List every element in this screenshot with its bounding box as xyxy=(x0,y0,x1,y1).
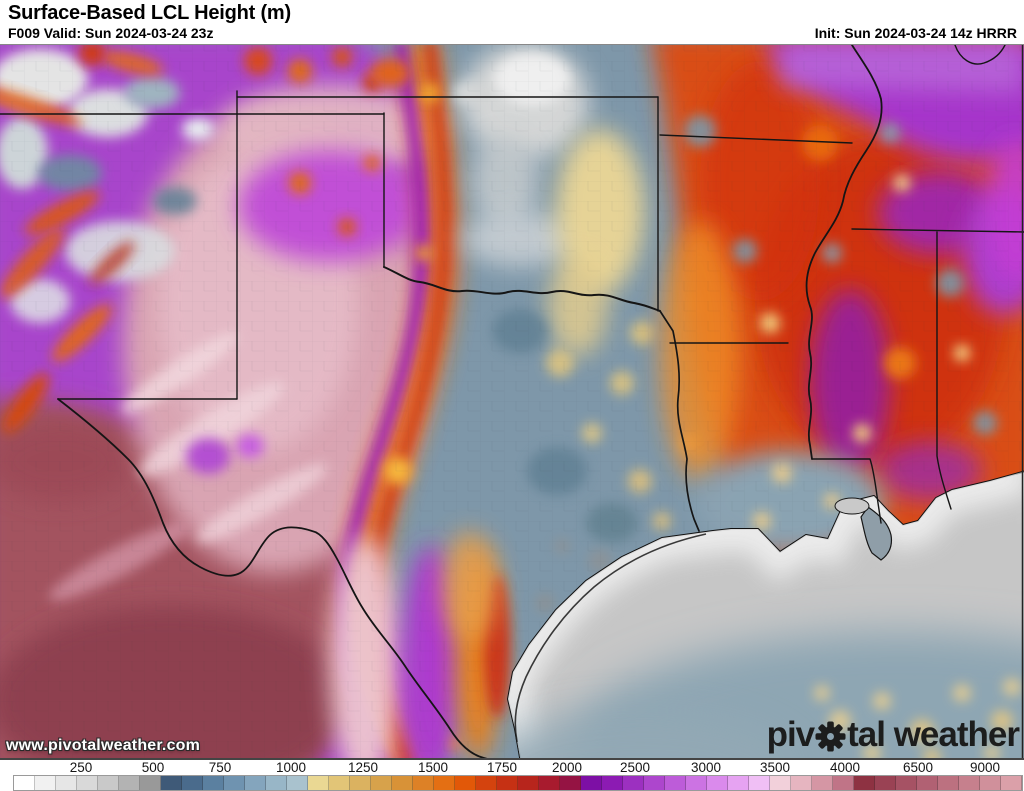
colorbar-segment xyxy=(875,776,896,790)
colorbar-segment xyxy=(224,776,245,790)
logo-text-prefix: piv xyxy=(766,715,816,754)
colorbar-segment xyxy=(98,776,119,790)
colorbar-segment xyxy=(203,776,224,790)
colorbar-segment xyxy=(329,776,350,790)
colorbar-tick-label: 4000 xyxy=(829,760,861,775)
colorbar-tick-label: 2500 xyxy=(619,760,651,775)
colorbar-tick-label: 1500 xyxy=(417,760,449,775)
colorbar-segment xyxy=(119,776,140,790)
colorbar-segment xyxy=(14,776,35,790)
site-watermark: www.pivotalweather.com xyxy=(6,737,201,754)
colorbar-segment xyxy=(182,776,203,790)
colorbar-segment xyxy=(770,776,791,790)
colorbar-segment xyxy=(497,776,518,790)
colorbar-segment xyxy=(476,776,497,790)
colorbar-tick-label: 1750 xyxy=(486,760,518,775)
colorbar-segment xyxy=(707,776,728,790)
colorbar-segment xyxy=(266,776,287,790)
colorbar-tick-label: 6500 xyxy=(902,760,934,775)
colorbar-segment xyxy=(140,776,161,790)
colorbar-segment xyxy=(245,776,266,790)
colorbar-segment xyxy=(665,776,686,790)
colorbar-tick-label: 9000 xyxy=(969,760,1001,775)
colorbar-segment xyxy=(413,776,434,790)
colorbar-tick-label: 1250 xyxy=(347,760,379,775)
colorbar-segment xyxy=(644,776,665,790)
colorbar-segment xyxy=(791,776,812,790)
colorbar-segment xyxy=(959,776,980,790)
colorbar-segment xyxy=(455,776,476,790)
colorbar-segment xyxy=(1001,776,1022,790)
colorbar xyxy=(13,775,1023,791)
colorbar-tick-label: 250 xyxy=(69,760,93,775)
pivotal-weather-logo: piv tal weather xyxy=(766,715,1020,754)
colorbar-tick-label: 3000 xyxy=(690,760,722,775)
colorbar-segment xyxy=(77,776,98,790)
gear-icon xyxy=(815,720,846,752)
colorbar-segment xyxy=(308,776,329,790)
colorbar-tick-label: 2000 xyxy=(551,760,583,775)
colorbar-segment xyxy=(749,776,770,790)
colorbar-segment xyxy=(980,776,1001,790)
colorbar-segment xyxy=(560,776,581,790)
colorbar-tick-label: 1000 xyxy=(275,760,307,775)
colorbar-segment xyxy=(623,776,644,790)
lcl-height-map-graphic xyxy=(0,45,1024,758)
colorbar-segment xyxy=(350,776,371,790)
colorbar-segment xyxy=(539,776,560,790)
colorbar-segment xyxy=(812,776,833,790)
colorbar-segment xyxy=(686,776,707,790)
forecast-valid-label: F009 Valid: Sun 2024-03-24 23z xyxy=(8,25,214,41)
colorbar-segment xyxy=(371,776,392,790)
model-init-label: Init: Sun 2024-03-24 14z HRRR xyxy=(814,25,1017,41)
colorbar-tick-label: 3500 xyxy=(759,760,791,775)
logo-text-suffix: tal weather xyxy=(847,715,1020,754)
colorbar-segment xyxy=(434,776,455,790)
colorbar-segment xyxy=(896,776,917,790)
colorbar-footer: 250 500 750 1000 1250 1500 1750 2000 2500 3000 350… xyxy=(0,760,1024,791)
colorbar-segment xyxy=(581,776,602,790)
colorbar-tick-label: 750 xyxy=(208,760,232,775)
colorbar-segment xyxy=(56,776,77,790)
colorbar-tick-label: 500 xyxy=(141,760,165,775)
header: Surface-Based LCL Height (m) F009 Valid:… xyxy=(0,0,1024,44)
colorbar-segment xyxy=(392,776,413,790)
weather-map: www.pivotalweather.com piv tal weather xyxy=(0,44,1024,760)
page-title: Surface-Based LCL Height (m) xyxy=(8,2,291,24)
colorbar-tick-labels: 250 500 750 1000 1250 1500 1750 2000 2500 3000 350… xyxy=(0,760,1024,775)
colorbar-segment xyxy=(602,776,623,790)
colorbar-segment xyxy=(728,776,749,790)
colorbar-segment xyxy=(833,776,854,790)
colorbar-segment xyxy=(161,776,182,790)
colorbar-segment xyxy=(938,776,959,790)
colorbar-segment xyxy=(287,776,308,790)
colorbar-segment xyxy=(917,776,938,790)
colorbar-segment xyxy=(35,776,56,790)
colorbar-segment xyxy=(518,776,539,790)
colorbar-segment xyxy=(854,776,875,790)
